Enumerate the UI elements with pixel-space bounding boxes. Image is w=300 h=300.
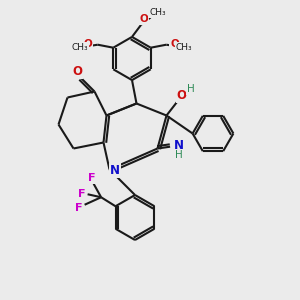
Text: O: O [72,65,82,79]
Text: O: O [139,14,148,25]
Text: CH₃: CH₃ [149,8,166,17]
Text: F: F [88,173,96,183]
Text: F: F [76,203,83,213]
Text: CH₃: CH₃ [176,43,193,52]
Text: O: O [176,89,187,103]
Text: F: F [79,189,86,199]
Text: H: H [175,150,183,160]
Text: CH₃: CH₃ [71,43,88,52]
Text: N: N [110,164,120,177]
Text: O: O [170,39,179,49]
Text: H: H [187,84,194,94]
Text: O: O [84,39,92,49]
Text: N: N [174,139,184,152]
